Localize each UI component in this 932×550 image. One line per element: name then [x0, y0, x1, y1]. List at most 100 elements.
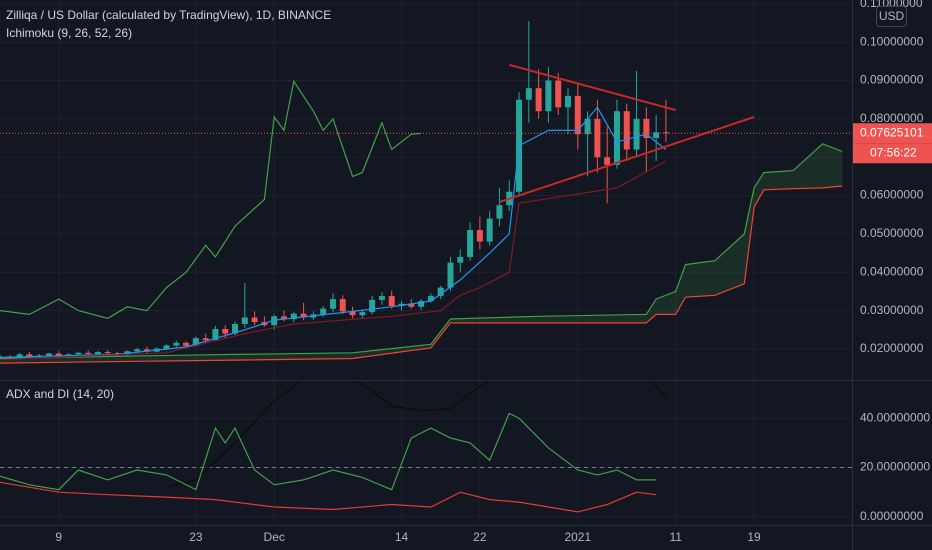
y-tick-label: 0.05000000 — [860, 226, 924, 240]
axes: 9 23 Dec 14 22 2021 11 19 0.02000000 0.03000000 0.… — [55, 0, 932, 544]
y-tick-label: 0.11000000 — [860, 0, 923, 10]
candle-body — [359, 312, 366, 316]
candle-body — [281, 316, 287, 320]
indicator-line — [166, 381, 667, 488]
price-pane — [0, 21, 852, 364]
candle-body — [574, 95, 581, 135]
y-tick-label: 0.04000000 — [860, 264, 924, 278]
candle-body — [94, 352, 101, 354]
candle-body — [643, 118, 650, 139]
y-tick-label: 20.00000000 — [860, 460, 930, 474]
candle-body — [545, 80, 552, 112]
candle-body — [427, 296, 434, 302]
candle-body — [143, 349, 150, 352]
currency-box[interactable] — [876, 6, 907, 27]
candle-body — [613, 111, 620, 165]
y-tick-label: 0.00000000 — [860, 509, 924, 523]
candle-body — [26, 354, 33, 357]
trendline — [499, 116, 755, 204]
candle-body — [251, 317, 258, 323]
candle-body — [16, 354, 23, 359]
candle-body — [75, 352, 82, 355]
y-tick-label: 0.10000000 — [860, 34, 924, 48]
candle-body — [525, 88, 532, 100]
candle-body — [300, 313, 307, 318]
currency[interactable]: USD — [879, 9, 905, 23]
candle-body — [290, 313, 297, 320]
candle-body — [388, 296, 395, 306]
indicator-line — [0, 481, 657, 513]
candle-body — [85, 352, 92, 354]
y-tick-label: 0.06000000 — [860, 188, 924, 202]
base-line — [0, 160, 667, 361]
candle-body — [486, 218, 493, 242]
candle-body — [604, 157, 611, 165]
candle-body — [623, 111, 630, 150]
candle-body — [173, 342, 180, 346]
x-tick-label: 19 — [747, 530, 761, 544]
candle-body — [584, 118, 591, 135]
candle-body — [45, 353, 52, 356]
y-tick-label: 0.08000000 — [860, 111, 924, 125]
x-tick-label: 14 — [395, 530, 409, 544]
x-tick-label: 22 — [473, 530, 487, 544]
x-tick-label: 23 — [189, 530, 203, 544]
candle-body — [653, 132, 660, 139]
candle-body — [457, 256, 464, 263]
candle-body — [241, 317, 248, 325]
x-tick-label: 2021 — [564, 530, 591, 544]
price-label-box — [853, 123, 932, 144]
candle-body — [212, 329, 219, 341]
countdown: 07:56:22 — [870, 145, 917, 159]
candle-body — [633, 118, 640, 150]
indicator-title: ADX and DI (14, 20) — [6, 387, 114, 401]
candle-body — [369, 299, 376, 313]
candle-body — [555, 80, 562, 108]
candle-body — [183, 342, 190, 346]
y-tick-label: 0.02000000 — [860, 341, 924, 355]
indicator-line — [0, 412, 657, 491]
candle-body — [535, 88, 542, 112]
price-label: 0.07625101 — [860, 125, 924, 139]
y-tick-label: 0.09000000 — [860, 73, 924, 87]
candle-body — [232, 324, 239, 334]
countdown-box — [853, 143, 932, 164]
span-a — [0, 143, 843, 360]
candle-body — [662, 132, 669, 134]
candle-body — [329, 299, 336, 309]
indicator-title: Ichimoku (9, 26, 52, 26) — [6, 26, 132, 40]
candle-body — [163, 345, 170, 349]
candle-body — [349, 311, 356, 316]
candle-body — [192, 338, 199, 346]
candle-body — [104, 352, 111, 354]
grid — [0, 0, 852, 525]
candle-body — [476, 230, 483, 242]
x-tick-label: 9 — [55, 530, 62, 544]
candle-body — [55, 353, 62, 356]
chart-title: Zilliqa / US Dollar (calculated by Tradi… — [6, 8, 331, 22]
candle-body — [134, 349, 141, 352]
y-tick-label: 40.00000000 — [860, 410, 930, 424]
candle-body — [418, 301, 425, 307]
x-tick-label: 11 — [669, 530, 682, 544]
span-b — [0, 185, 843, 364]
candle-body — [222, 329, 229, 334]
candle-body — [496, 205, 503, 219]
candle-body — [594, 118, 601, 158]
candle-body — [378, 296, 385, 300]
candle-body — [339, 299, 346, 312]
y-tick-label: 0.03000000 — [860, 303, 924, 317]
candle-body — [437, 287, 444, 297]
trendline — [508, 63, 676, 112]
adx-pane — [0, 381, 852, 513]
conversion-line — [0, 106, 667, 358]
lagging-span — [0, 79, 422, 319]
candle-body — [467, 230, 474, 257]
x-tick-label: Dec — [264, 530, 285, 544]
candle-body — [447, 262, 454, 288]
candle-body — [565, 95, 571, 108]
candle-body — [202, 338, 209, 341]
candle-body — [320, 308, 327, 315]
